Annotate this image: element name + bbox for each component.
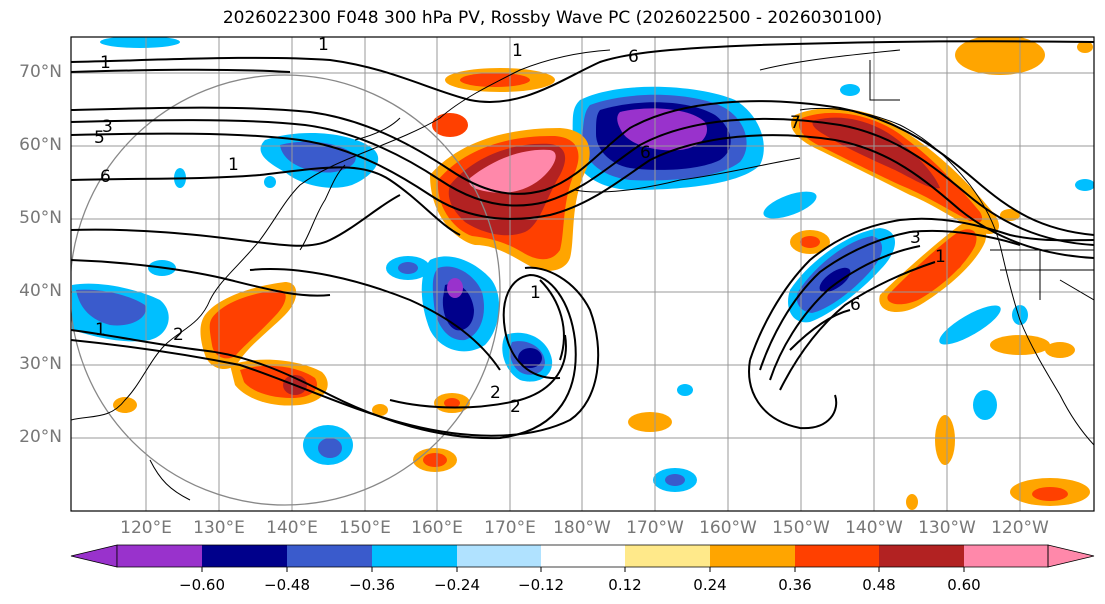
colorbar-tick-label: 0.60	[947, 576, 981, 594]
colorbar-swatch	[625, 545, 710, 567]
colorbar-swatch	[457, 545, 541, 567]
colorbar-swatch	[710, 545, 795, 567]
contour-label: 3	[910, 228, 921, 248]
lat-label: 50°N	[19, 208, 62, 228]
lon-label: 170°E	[484, 518, 536, 538]
map-frame	[70, 36, 1095, 512]
lon-label: 180°W	[553, 518, 611, 538]
map-title: 2026022300 F048 300 hPa PV, Rossby Wave …	[222, 8, 883, 28]
colorbar-tick-label: 0.48	[862, 576, 896, 594]
contour-label: 5	[94, 128, 105, 148]
lon-label: 150°E	[339, 518, 391, 538]
colorbar-swatch	[117, 545, 202, 567]
contour-label: 6	[100, 167, 111, 187]
colorbar-tick-label: −0.48	[264, 576, 310, 594]
contour-labels: 1 1 5 3 6 6 1 2 1 2 2 6 7 1 3 6 1 1	[94, 35, 946, 417]
contour-label: 1	[228, 155, 239, 175]
lon-label: 130°E	[193, 518, 245, 538]
colorbar-extend-low	[70, 544, 118, 568]
contour-label: 6	[850, 295, 861, 315]
contour-label: 6	[640, 143, 651, 163]
contour-label: 2	[490, 383, 501, 403]
contour-label: 7	[790, 113, 801, 133]
colorbar-swatch	[879, 545, 964, 567]
contour-label: 1	[318, 35, 329, 55]
colorbar-tick-label: 0.24	[693, 576, 727, 594]
contour-label: 1	[935, 247, 946, 267]
anomaly-shading	[72, 37, 1094, 510]
lon-label: 120°W	[991, 518, 1049, 538]
lon-label: 130°W	[918, 518, 976, 538]
lat-label: 20°N	[19, 427, 62, 447]
lat-label: 70°N	[19, 62, 62, 82]
colorbar-swatch	[202, 545, 287, 567]
lat-label: 60°N	[19, 135, 62, 155]
contour-label: 2	[510, 397, 521, 417]
colorbar-tick-label: 0.36	[778, 576, 812, 594]
contour-label: 1	[95, 320, 106, 340]
colorbar-swatch	[964, 545, 1048, 567]
colorbar-tick-label: 0.12	[608, 576, 642, 594]
colorbar-swatch	[541, 545, 625, 567]
colorbar-tick-label: −0.24	[434, 576, 480, 594]
contour-label: 6	[628, 47, 639, 67]
contour-label: 2	[173, 325, 184, 345]
lon-label: 160°W	[699, 518, 757, 538]
pv-contours	[71, 40, 1094, 440]
colorbar	[70, 544, 1095, 572]
lat-label: 30°N	[19, 354, 62, 374]
colorbar-swatch	[795, 545, 879, 567]
contour-label: 1	[512, 41, 523, 61]
lon-label: 170°W	[626, 518, 684, 538]
lon-label: 140°E	[266, 518, 318, 538]
colorbar-swatch	[287, 545, 372, 567]
distance-circle	[71, 74, 501, 506]
lat-label: 40°N	[19, 281, 62, 301]
lon-label: 160°E	[411, 518, 463, 538]
colorbar-tick-label: −0.60	[179, 576, 225, 594]
contour-label: 3	[102, 117, 113, 137]
contour-label: 1	[530, 283, 541, 303]
colorbar-tick-label: −0.36	[349, 576, 395, 594]
lon-label: 140°W	[845, 518, 903, 538]
contour-label: 1	[100, 53, 111, 73]
colorbar-extend-high	[1047, 544, 1095, 568]
colorbar-tick-label: −0.12	[518, 576, 564, 594]
lon-label: 150°W	[772, 518, 830, 538]
lon-label: 120°E	[120, 518, 172, 538]
colorbar-swatch	[372, 545, 457, 567]
